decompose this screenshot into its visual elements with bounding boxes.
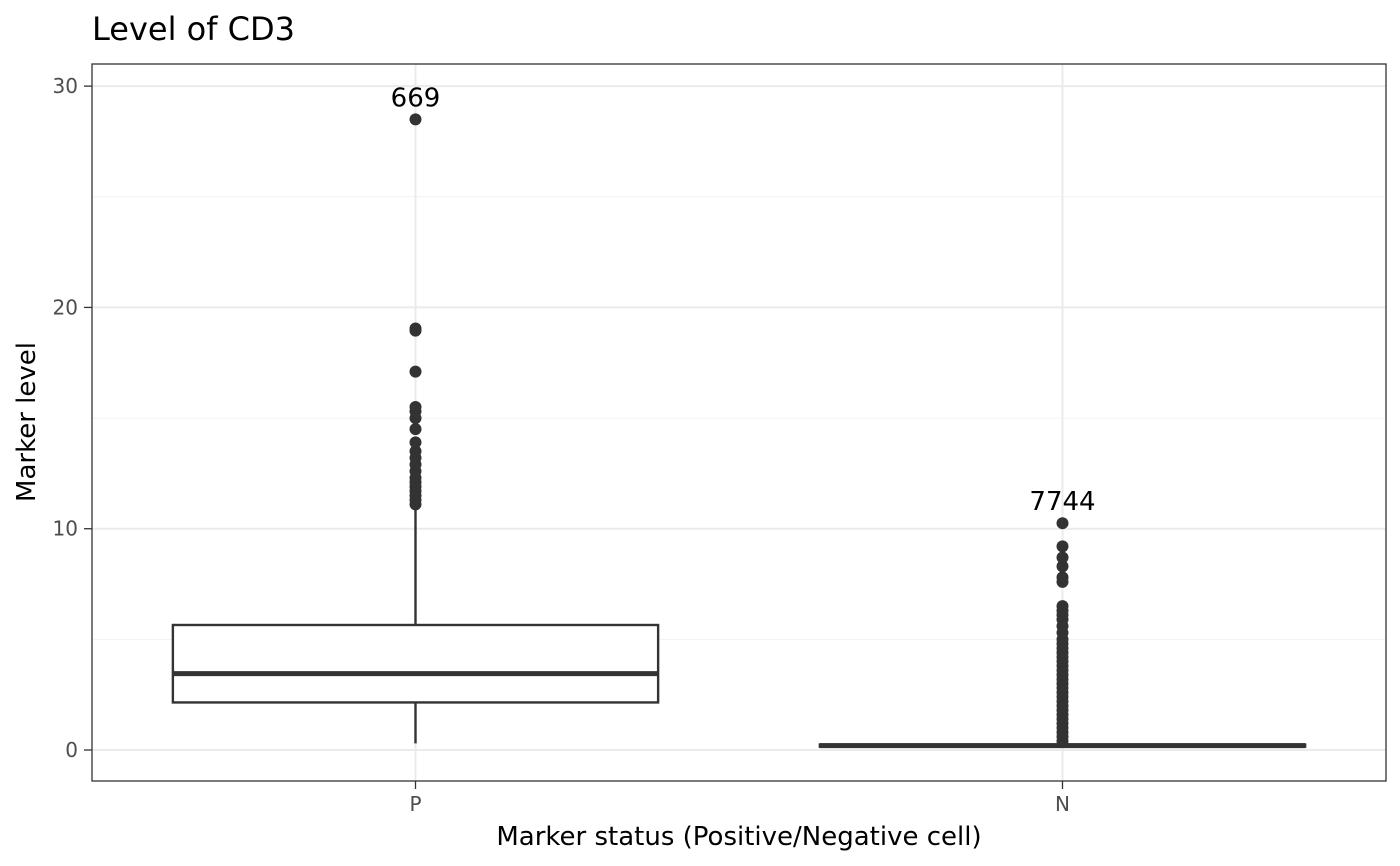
outlier-point [409,365,422,378]
y-tick-label: 10 [53,517,78,541]
box-group-p: 669 [171,83,660,744]
x-tick-label: N [1055,792,1070,816]
y-tick-label: 0 [65,738,78,762]
y-tick-label: 20 [53,295,78,319]
plot-area: 669 7744 [171,83,1307,749]
outlier-point [1056,571,1069,584]
outlier-point [409,436,422,449]
axes: 0 10 20 30 P N [53,74,1070,816]
gridlines [92,64,1386,781]
y-tick-label: 30 [53,74,78,98]
outlier-point [409,113,422,126]
box-group-n: 7744 [818,487,1307,749]
outlier-point [1056,560,1069,573]
panel-border [91,63,1387,782]
box [171,623,660,704]
outlier-point [409,401,422,414]
outlier-point [1056,600,1069,613]
max-point-label: 7744 [1029,487,1095,517]
y-axis-title: Marker level [12,342,42,502]
outlier-point [1056,517,1069,530]
outlier-point [409,322,422,335]
outlier-point [1056,540,1069,553]
outlier-point [409,423,422,436]
x-tick-label: P [409,792,421,816]
outlier-point [409,445,422,458]
chart-title: Level of CD3 [92,10,295,48]
x-axis-title: Marker status (Positive/Negative cell) [496,822,981,852]
outlier-point [1056,551,1069,564]
max-point-label: 669 [391,83,441,113]
